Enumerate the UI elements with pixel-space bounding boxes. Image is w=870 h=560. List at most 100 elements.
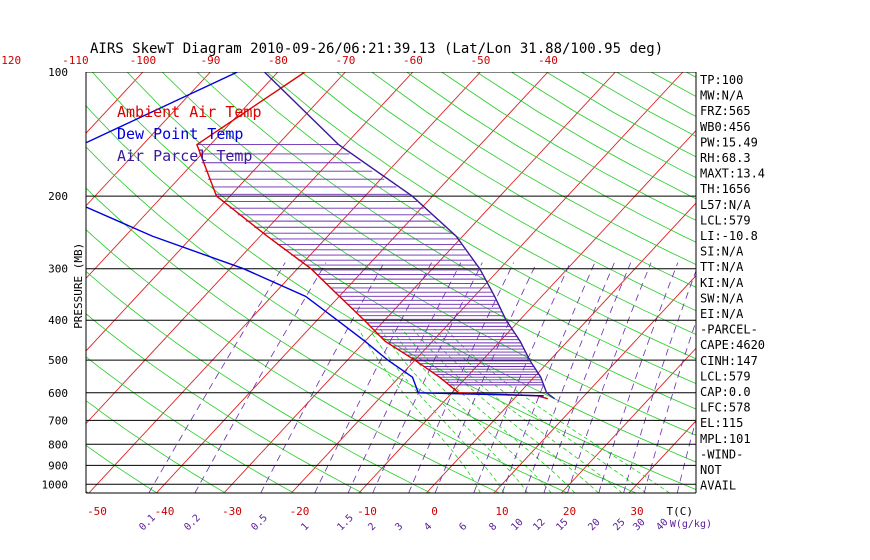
mixing-ratio-tick-label: 0.5 xyxy=(249,513,270,534)
isotherm-line xyxy=(628,420,696,493)
bottom-temp-tick-label: -30 xyxy=(222,505,242,518)
axes: 1002003004005006007008009001000PRESSURE … xyxy=(0,54,712,533)
pressure-tick-label: 400 xyxy=(48,314,68,327)
index-label: KI:N/A xyxy=(700,276,744,290)
isotherm-line xyxy=(86,72,211,207)
mixing-ratio-line xyxy=(408,262,514,493)
index-label: MW:N/A xyxy=(700,89,744,103)
isotherm-line xyxy=(86,72,279,280)
index-label: LFC:578 xyxy=(700,401,751,415)
cape-shading xyxy=(196,144,544,386)
dry-adiabat-line xyxy=(86,400,226,493)
index-label: LCL:579 xyxy=(700,213,751,227)
grid-lines xyxy=(0,72,870,493)
dry-adiabat-line xyxy=(86,187,568,493)
moist-adiabat-line xyxy=(423,328,623,493)
mixing-ratio-tick-label: 30 xyxy=(631,517,647,533)
top-temp-tick-label: -60 xyxy=(403,54,423,67)
mixing-ratio-line xyxy=(567,262,652,493)
mixing-ratio-tick-label: 1.5 xyxy=(335,513,356,534)
index-label: SI:N/A xyxy=(700,245,744,259)
mixing-ratio-tick-label: 6 xyxy=(457,521,469,533)
mixing-ratio-line xyxy=(314,262,432,493)
dry-adiabat-line xyxy=(126,72,696,436)
mixing-ratio-line xyxy=(501,262,596,493)
top-temp-tick-label: -120 xyxy=(0,54,21,67)
index-label: WB0:456 xyxy=(700,120,751,134)
bottom-temp-tick-label: -20 xyxy=(290,505,310,518)
pressure-tick-label: 600 xyxy=(48,387,68,400)
top-temp-tick-label: -80 xyxy=(268,54,288,67)
mixing-ratio-tick-label: 25 xyxy=(611,517,627,533)
mixing-ratio-axis-label: W(g/kg) xyxy=(670,519,712,530)
isotherm-line xyxy=(88,72,481,493)
legend-item: Ambient Air Temp xyxy=(117,103,262,121)
dry-adiabat-line xyxy=(301,72,696,312)
mixing-ratio-tick-label: 3 xyxy=(393,521,405,533)
pressure-tick-label: 100 xyxy=(48,66,68,79)
top-temp-tick-label: -100 xyxy=(130,54,157,67)
index-label: CAPE:4620 xyxy=(700,338,765,352)
top-temp-tick-label: -70 xyxy=(335,54,355,67)
moist-adiabat-line xyxy=(434,328,647,493)
bottom-temp-tick-label: 0 xyxy=(431,505,438,518)
mixing-ratio-line xyxy=(643,320,696,493)
moist-adiabat-line xyxy=(412,328,599,493)
legend: Ambient Air Temp Dew Point Temp Air Parcel… xyxy=(117,103,262,165)
moist-adiabat-line xyxy=(369,328,505,493)
isotherm-line xyxy=(156,72,549,493)
dry-adiabat-line xyxy=(336,72,696,288)
pressure-tick-label: 500 xyxy=(48,354,68,367)
top-temp-tick-label: -110 xyxy=(62,54,89,67)
index-label: MPL:101 xyxy=(700,432,751,446)
bottom-temp-tick-label: -10 xyxy=(357,505,377,518)
mixing-ratio-line xyxy=(372,262,483,493)
index-label: L57:N/A xyxy=(700,198,751,212)
top-temp-tick-label: -90 xyxy=(200,54,220,67)
index-label: -PARCEL- xyxy=(700,323,758,337)
moist-adiabat-line xyxy=(379,328,528,493)
mixing-ratio-tick-label: 2 xyxy=(366,521,378,533)
isotherm-line xyxy=(0,72,8,493)
index-label: CINH:147 xyxy=(700,354,758,368)
mixing-ratio-line xyxy=(194,262,327,493)
profile-curves xyxy=(86,72,556,400)
isotherm-line xyxy=(0,72,75,493)
legend-item: Dew Point Temp xyxy=(117,125,243,143)
isotherm-line xyxy=(426,202,696,493)
dry-adiabat-line xyxy=(266,72,696,335)
mixing-ratio-line xyxy=(524,262,615,493)
ambient-air-temp-curve xyxy=(196,72,548,400)
bottom-temp-tick-label: 20 xyxy=(563,505,576,518)
dry-adiabat-line xyxy=(161,72,696,410)
dew-point-temp-curve xyxy=(86,72,544,397)
mixing-ratio-tick-label: 8 xyxy=(487,521,499,533)
dry-adiabat-line xyxy=(371,72,696,265)
pressure-tick-label: 700 xyxy=(48,414,68,427)
index-label: NOT xyxy=(700,463,722,477)
dry-adiabat-line xyxy=(86,444,158,493)
mixing-ratio-line xyxy=(623,269,696,493)
dry-adiabat-line xyxy=(406,72,696,243)
index-label: CAP:0.0 xyxy=(700,385,751,399)
top-temp-tick-label: -40 xyxy=(538,54,558,67)
dry-adiabat-line xyxy=(231,72,696,360)
x-axis-label: T(C) xyxy=(667,505,694,518)
index-label: LCL:579 xyxy=(700,369,751,383)
index-label: EL:115 xyxy=(700,416,743,430)
chart-title: AIRS SkewT Diagram 2010-09-26/06:21:39.1… xyxy=(90,41,663,57)
mixing-ratio-line xyxy=(598,262,679,493)
index-label: PW:15.49 xyxy=(700,135,758,149)
index-label: SW:N/A xyxy=(700,291,744,305)
dry-adiabat-line xyxy=(86,229,500,493)
index-label: MAXT:13.4 xyxy=(700,167,765,181)
mixing-ratio-line xyxy=(543,262,632,493)
dry-adiabat-line xyxy=(791,72,870,493)
index-label: AVAIL xyxy=(700,479,736,493)
pressure-tick-label: 1000 xyxy=(42,478,69,491)
mixing-ratio-tick-label: 15 xyxy=(554,517,570,533)
mixing-ratio-line xyxy=(473,262,571,493)
top-temp-tick-label: -50 xyxy=(470,54,490,67)
dry-adiabat-line xyxy=(196,72,696,385)
